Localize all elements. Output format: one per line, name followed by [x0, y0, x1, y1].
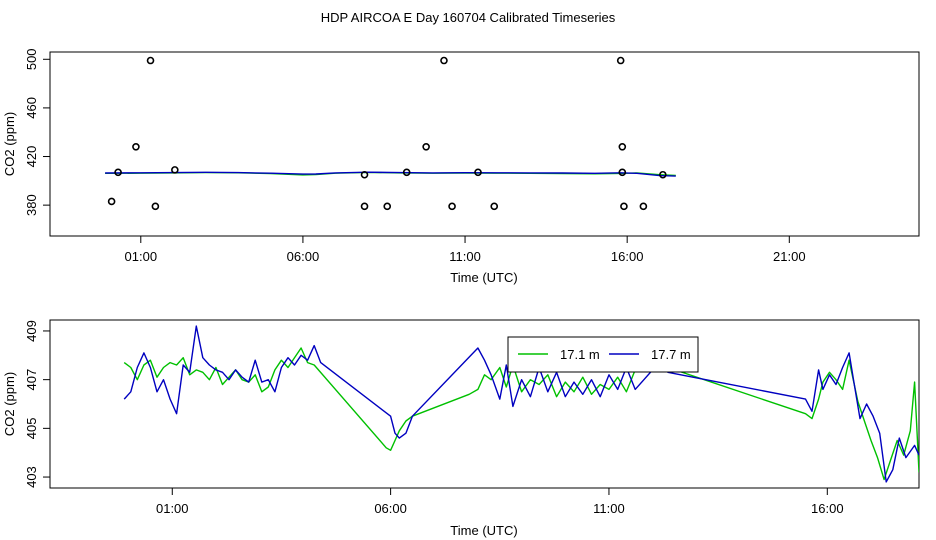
bottom-x-tick-label: 06:00 — [374, 501, 407, 516]
top-calibration-point — [151, 202, 160, 211]
bottom-series-line-17-1-m — [123, 347, 919, 481]
bottom-y-tick-label: 403 — [24, 466, 39, 488]
bottom-x-tick-label: 16:00 — [811, 501, 844, 516]
chart-title: HDP AIRCOA E Day 160704 Calibrated Times… — [321, 10, 616, 25]
top-calibration-point — [146, 56, 155, 65]
top-x-axis-label: Time (UTC) — [450, 270, 517, 285]
top-panel-timeseries: Time (UTC) CO2 (ppm) 01:00 06:00 11:00 16:0… — [2, 48, 920, 285]
top-calibration-point — [474, 168, 482, 177]
top-x-tick-label: 06:00 — [287, 249, 320, 264]
top-calibration-point — [616, 56, 625, 65]
top-y-axis-label: CO2 (ppm) — [2, 112, 17, 176]
top-x-tick-label: 16:00 — [611, 249, 644, 264]
top-y-tick-label: 380 — [24, 194, 39, 216]
top-series-line-1 — [105, 171, 676, 177]
top-calibration-point — [618, 168, 627, 177]
legend-label-17-7: 17.7 m — [651, 347, 691, 362]
top-calibration-point — [639, 202, 648, 211]
top-y-tick-label: 500 — [24, 48, 39, 70]
top-calibration-point — [659, 170, 667, 179]
top-calibration-point — [402, 168, 411, 177]
top-calibration-point — [132, 142, 140, 151]
top-plot-frame — [49, 51, 920, 237]
top-x-tick-label: 11:00 — [449, 249, 481, 264]
bottom-series-line-17-7-m — [123, 325, 919, 483]
bottom-plot-frame — [49, 319, 920, 489]
top-calibration-point — [448, 202, 456, 211]
bottom-y-axis-label: CO2 (ppm) — [2, 372, 17, 436]
bottom-panel-timeseries: Time (UTC) CO2 (ppm) 01:00 06:00 11:00 16:0… — [2, 319, 920, 538]
bottom-x-axis-label: Time (UTC) — [450, 523, 517, 538]
bottom-x-tick-label: 01:00 — [156, 501, 189, 516]
legend: 17.1 m 17.7 m — [507, 336, 699, 373]
top-calibration-point — [490, 202, 499, 211]
top-calibration-point — [107, 197, 116, 206]
bottom-y-tick-label: 407 — [24, 369, 39, 391]
top-calibration-point — [422, 142, 430, 151]
legend-label-17-1: 17.1 m — [560, 347, 600, 362]
top-calibration-point — [440, 56, 448, 65]
top-calibration-point — [620, 202, 628, 211]
top-calibration-point — [383, 202, 392, 211]
top-x-tick-label: 01:00 — [125, 249, 158, 264]
top-y-tick-label: 420 — [24, 146, 39, 168]
top-calibration-point — [360, 170, 369, 179]
bottom-plot-marks: 01:00 06:00 11:00 16:00 403 405 407 409 — [24, 320, 919, 516]
bottom-y-tick-label: 405 — [24, 417, 39, 439]
top-calibration-point — [618, 142, 627, 151]
top-calibration-point — [114, 168, 122, 177]
top-calibration-point — [171, 166, 179, 174]
top-y-tick-label: 460 — [24, 97, 39, 119]
bottom-y-tick-label: 409 — [24, 320, 39, 342]
top-calibration-point — [360, 202, 369, 211]
top-plot-marks: 01:00 06:00 11:00 16:00 21:00 380 420 460 500 — [24, 48, 806, 264]
bottom-x-tick-label: 11:00 — [593, 501, 625, 516]
top-x-tick-label: 21:00 — [773, 249, 806, 264]
